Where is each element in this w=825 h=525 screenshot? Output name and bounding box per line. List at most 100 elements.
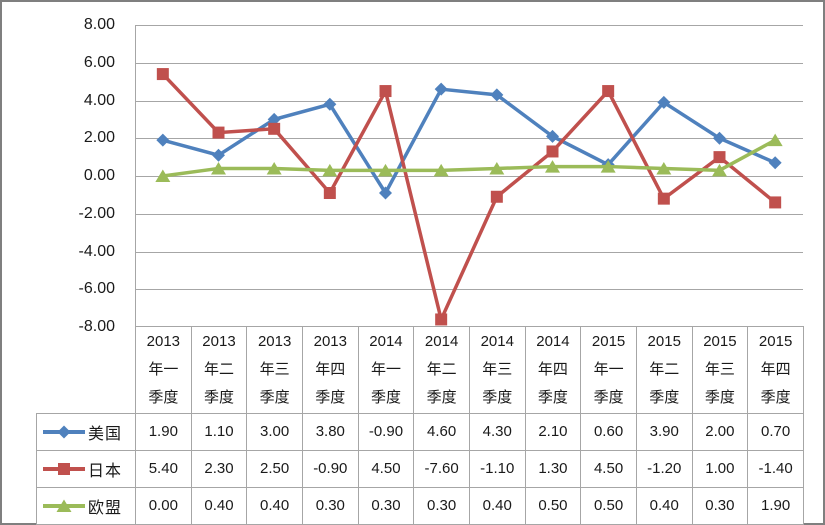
category-label-line: 季度 (760, 389, 791, 406)
value-cell: -0.90 (301, 450, 359, 488)
data-point-marker (212, 148, 225, 162)
value-cell: 0.30 (691, 487, 749, 525)
category-label-line: 2015 (591, 333, 626, 350)
value-cell: 4.60 (413, 413, 470, 451)
data-point-marker (489, 161, 505, 175)
value-cell: 0.50 (580, 487, 637, 525)
category-label-line: 季度 (259, 389, 290, 406)
table-corner-spacer (37, 327, 136, 414)
category-cell: 2013 年四 季度 (301, 326, 359, 414)
legend-square-icon (43, 463, 85, 475)
category-cell: 2014 年三季度 (468, 326, 526, 414)
value-cell: 0.30 (357, 487, 415, 525)
y-axis-tick-label: 8.00 (83, 16, 115, 33)
value-text: 1.10 (204, 423, 234, 440)
category-label-line: 2013 (202, 333, 236, 350)
data-point-marker (435, 313, 448, 326)
legend-label: 美国 (88, 426, 123, 443)
value-text: 0.50 (538, 497, 568, 514)
category-cell: 2013 年二季度 (190, 326, 248, 414)
data-point-marker (378, 163, 393, 177)
value-cell: 0.60 (580, 413, 637, 451)
value-text: 3.90 (649, 423, 679, 440)
y-axis-tick-label: 6.00 (83, 53, 115, 71)
legend-cell: 欧盟 (36, 487, 136, 525)
value-text: 4.50 (371, 460, 401, 477)
data-point-marker (546, 145, 559, 158)
category-label-line: 2013 (146, 333, 181, 350)
category-label-line: 年四 (315, 361, 346, 378)
category-label-line: 季度 (315, 389, 346, 406)
category-label-line: 季度 (203, 389, 234, 406)
data-point-marker (268, 122, 281, 135)
category-label-line: 季度 (370, 389, 401, 406)
value-cell: 0.30 (301, 487, 359, 525)
data-point-marker (546, 129, 559, 143)
value-text: 0.50 (593, 497, 624, 514)
category-label-line: 2015 (647, 333, 681, 350)
category-label-line: 2014 (480, 333, 514, 350)
category-label-line: 季度 (482, 389, 513, 406)
category-label-line: 年一 (370, 361, 401, 378)
data-point-marker (490, 88, 504, 102)
category-label-line: 季度 (148, 389, 179, 406)
plot-area (135, 25, 803, 327)
category-label-line: 年三 (704, 361, 735, 378)
value-text: -0.90 (368, 423, 404, 440)
value-text: 2.00 (705, 423, 735, 440)
category-label-line: 2015 (758, 333, 793, 350)
legend-marker (58, 463, 70, 475)
category-label-line: 季度 (593, 389, 624, 406)
data-point-marker (323, 97, 337, 111)
value-cell: 0.50 (524, 487, 582, 525)
y-axis-tick-label: 2.00 (83, 129, 115, 147)
category-label-line: 年四 (537, 361, 568, 378)
value-cell: 3.00 (246, 413, 303, 451)
data-point-marker (657, 95, 671, 109)
legend-cell: 日本 (36, 450, 136, 488)
y-axis-tick-label: -6.00 (78, 280, 115, 298)
category-label-line: 季度 (704, 389, 735, 406)
data-point-marker (156, 68, 169, 81)
series-line (162, 87, 776, 197)
category-label-line: 2014 (424, 333, 459, 350)
data-point-marker (322, 163, 338, 177)
value-text: 0.00 (148, 497, 178, 514)
value-text: 2.10 (538, 423, 568, 440)
value-cell: 1.00 (691, 450, 749, 488)
value-cell: -1.10 (468, 450, 526, 488)
value-cell: 1.30 (524, 450, 582, 488)
value-cell: 2.30 (190, 450, 248, 488)
category-cell: 2014 年二 季度 (413, 326, 470, 414)
value-text: 1.00 (705, 460, 735, 477)
value-text: 0.30 (427, 497, 457, 514)
category-label-line: 年二 (203, 361, 234, 378)
value-cell: 4.50 (357, 450, 415, 488)
value-text: 0.30 (371, 497, 401, 514)
data-point-marker (657, 192, 670, 205)
data-point-marker (769, 196, 782, 209)
value-text: 2.50 (260, 460, 290, 477)
value-text: 0.30 (705, 497, 735, 514)
series-value-row: 日本 5.40 2.30 2.50 -0.90 4.50 -7.60 -1.10 1.30 4.5… (36, 450, 804, 488)
legend-key: 欧盟 (38, 494, 135, 518)
value-cell: 5.40 (135, 450, 192, 488)
category-label-line: 2013 (257, 333, 292, 350)
legend-cell: 美国 (36, 413, 136, 451)
data-point-marker (712, 163, 727, 177)
category-label-line: 年二 (649, 361, 680, 378)
legend-marker (57, 425, 71, 439)
category-cell: 2015 年二 季度 (635, 326, 693, 414)
category-cell: 2014 年四 季度 (524, 326, 582, 414)
value-text: 4.30 (482, 423, 512, 440)
value-cell: 0.00 (135, 487, 192, 525)
data-point-marker (713, 151, 726, 164)
category-label-line: 年三 (482, 361, 513, 378)
value-text: 0.60 (593, 423, 624, 440)
data-point-marker (379, 186, 392, 200)
data-point-marker (267, 112, 281, 126)
data-point-marker (434, 82, 448, 96)
value-cell: 0.70 (747, 413, 804, 451)
y-axis-tick-label: -4.00 (78, 242, 115, 260)
category-cell: 2015 年四 季度 (747, 326, 804, 414)
